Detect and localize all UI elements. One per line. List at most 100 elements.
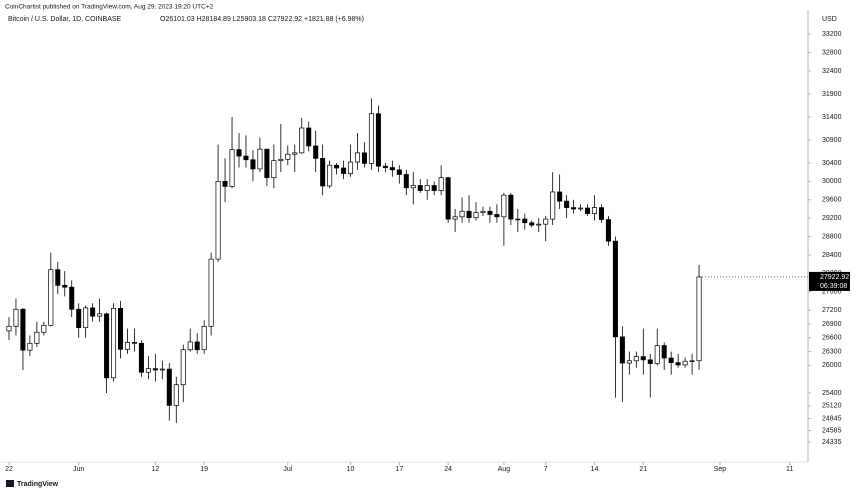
candle (361, 142, 367, 168)
y-tick-label: 25400 (822, 390, 842, 397)
candle (334, 162, 340, 175)
candle-body (124, 342, 130, 350)
candle (76, 303, 82, 338)
candle (354, 133, 361, 170)
candle (299, 117, 305, 154)
y-tick-label: 33200 (822, 31, 842, 38)
candle-body (571, 207, 577, 210)
x-tick-label: 12 (151, 466, 159, 473)
candle-body (661, 345, 667, 359)
candle (654, 328, 660, 366)
candle (536, 218, 542, 232)
candle (166, 363, 172, 421)
candle (69, 280, 75, 318)
candle-body (633, 356, 639, 362)
candle (271, 144, 277, 189)
candle-body (536, 223, 542, 226)
candle (445, 176, 451, 223)
candle-body (229, 149, 235, 187)
candle-body (668, 357, 674, 363)
candle (111, 303, 117, 382)
candle (34, 321, 40, 347)
candle (515, 208, 521, 232)
x-tick-label: 11 (786, 466, 793, 473)
publisher-line: CoinChartist published on TradingView.co… (5, 4, 214, 11)
candle-body (34, 331, 40, 344)
candle-body (90, 307, 96, 317)
candle-body (306, 127, 312, 147)
candle (626, 351, 632, 375)
candle (403, 169, 409, 196)
candle-body (564, 200, 570, 208)
candle (675, 353, 681, 368)
candle-body (131, 342, 137, 344)
y-tick-label: 26300 (822, 348, 842, 355)
candle-body (403, 174, 409, 189)
candle (187, 328, 193, 352)
x-tick-label: 24 (444, 466, 452, 473)
candle (264, 148, 270, 186)
candle (438, 165, 444, 196)
candle-body (292, 152, 298, 155)
candle (20, 307, 26, 370)
candle (633, 351, 639, 368)
candle (605, 215, 611, 246)
last-price-label: 27922.92 (820, 274, 849, 281)
candle-body (111, 307, 117, 379)
candle-body (431, 185, 437, 191)
candle-body (654, 345, 660, 364)
candle-body (361, 152, 367, 164)
y-tick-label: 30400 (822, 160, 842, 167)
candle (194, 333, 200, 354)
candle-body (83, 307, 89, 329)
x-tick-label: 19 (200, 466, 208, 473)
candle-body (285, 153, 291, 160)
candle (550, 172, 556, 226)
candle-body (48, 269, 54, 326)
candle-body (334, 164, 340, 169)
candle (689, 353, 695, 375)
candle-body (69, 286, 75, 310)
candle-body (271, 160, 277, 179)
candle (459, 197, 465, 223)
y-tick-label: 31900 (822, 91, 842, 98)
candle-body (382, 165, 388, 168)
y-tick-label: 32400 (822, 68, 842, 75)
candle-body (529, 222, 535, 226)
candle-body (152, 368, 158, 371)
candle-body (417, 185, 423, 191)
candle (417, 179, 423, 193)
candle (41, 321, 47, 336)
candle (375, 105, 381, 173)
y-tick-label: 24335 (822, 439, 842, 446)
currency: USD (822, 16, 837, 23)
candle (55, 261, 61, 295)
candle (529, 220, 535, 228)
candle-body (396, 169, 402, 175)
y-tick-label: 28400 (822, 252, 842, 259)
candle (487, 206, 493, 223)
candle (578, 204, 584, 212)
candle (131, 328, 137, 352)
candle (647, 353, 653, 398)
candle (348, 144, 354, 177)
y-tick-label: 27600 (822, 289, 842, 296)
candle-body (501, 194, 507, 218)
y-tick-label: 31400 (822, 114, 842, 121)
candle (522, 213, 528, 230)
y-tick-label: 28800 (822, 233, 842, 240)
candle-body (278, 158, 284, 162)
candle (215, 144, 221, 262)
candle (396, 165, 402, 184)
candle (696, 264, 702, 370)
candle-body (578, 207, 584, 210)
y-tick-label: 26600 (822, 335, 842, 342)
y-tick-label: 27200 (822, 307, 842, 314)
candle-body (682, 360, 688, 366)
candle (612, 236, 618, 398)
candle (494, 204, 500, 223)
candle-body (473, 212, 479, 219)
candle (313, 130, 319, 173)
candle-body (222, 181, 228, 187)
